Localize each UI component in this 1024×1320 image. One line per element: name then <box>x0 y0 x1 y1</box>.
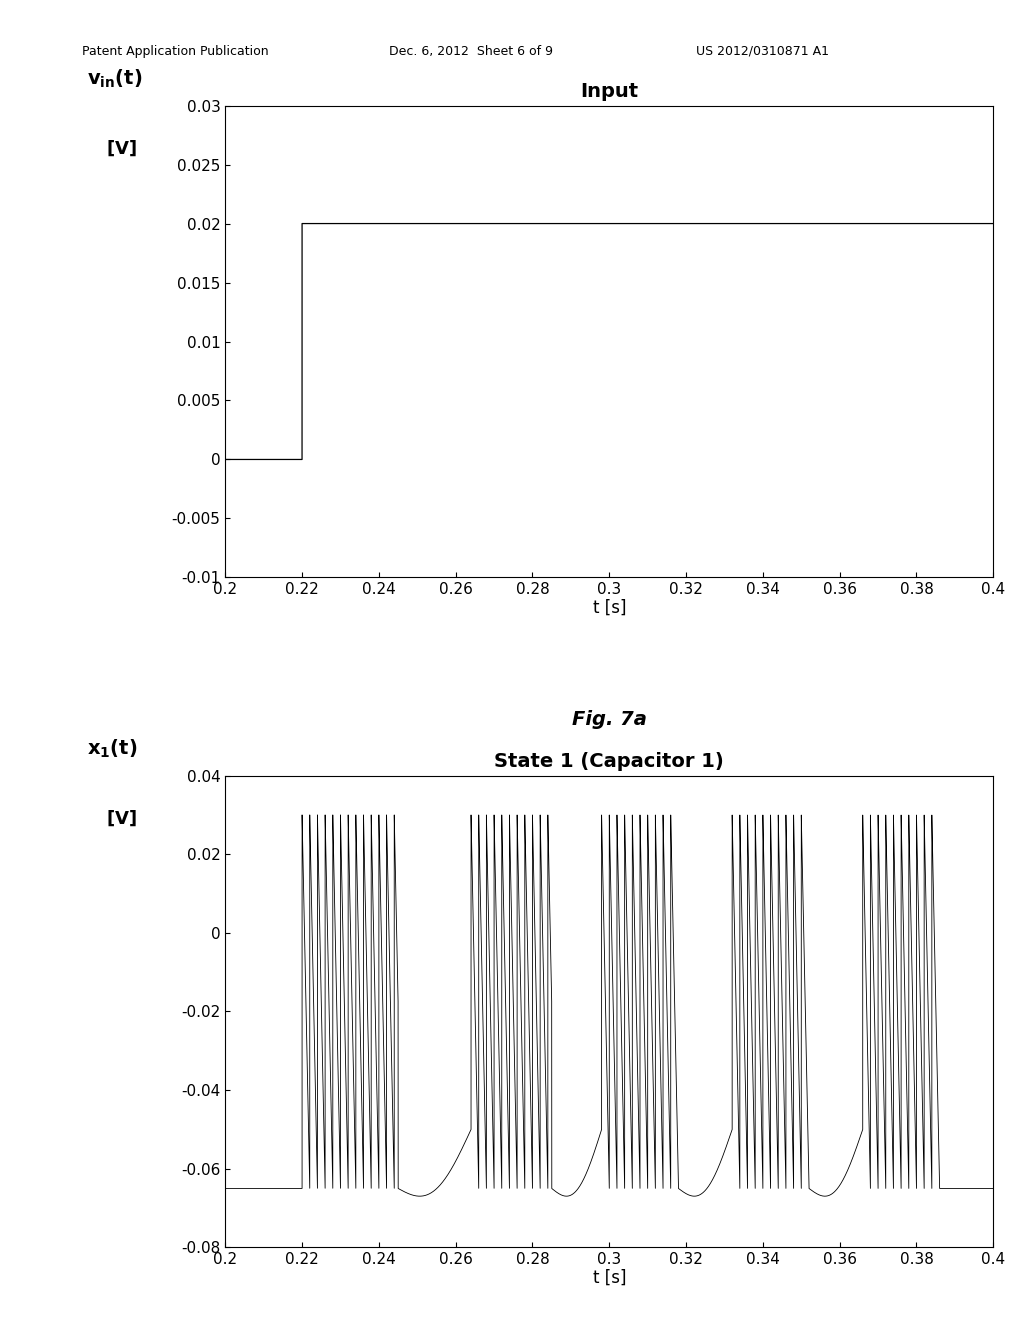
Title: Input: Input <box>581 82 638 102</box>
Text: $\mathbf{[V]}$: $\mathbf{[V]}$ <box>106 139 137 158</box>
Text: Patent Application Publication: Patent Application Publication <box>82 45 268 58</box>
X-axis label: t [s]: t [s] <box>593 1269 626 1287</box>
Text: Dec. 6, 2012  Sheet 6 of 9: Dec. 6, 2012 Sheet 6 of 9 <box>389 45 553 58</box>
Text: $\mathbf{[V]}$: $\mathbf{[V]}$ <box>106 809 137 828</box>
Text: US 2012/0310871 A1: US 2012/0310871 A1 <box>696 45 829 58</box>
Text: $\mathbf{v_{in}(t)}$: $\mathbf{v_{in}(t)}$ <box>87 67 142 90</box>
Text: Fig. 7a: Fig. 7a <box>571 710 647 729</box>
Title: State 1 (Capacitor 1): State 1 (Capacitor 1) <box>495 752 724 771</box>
X-axis label: t [s]: t [s] <box>593 599 626 616</box>
Text: $\mathbf{x_1(t)}$: $\mathbf{x_1(t)}$ <box>87 738 137 760</box>
